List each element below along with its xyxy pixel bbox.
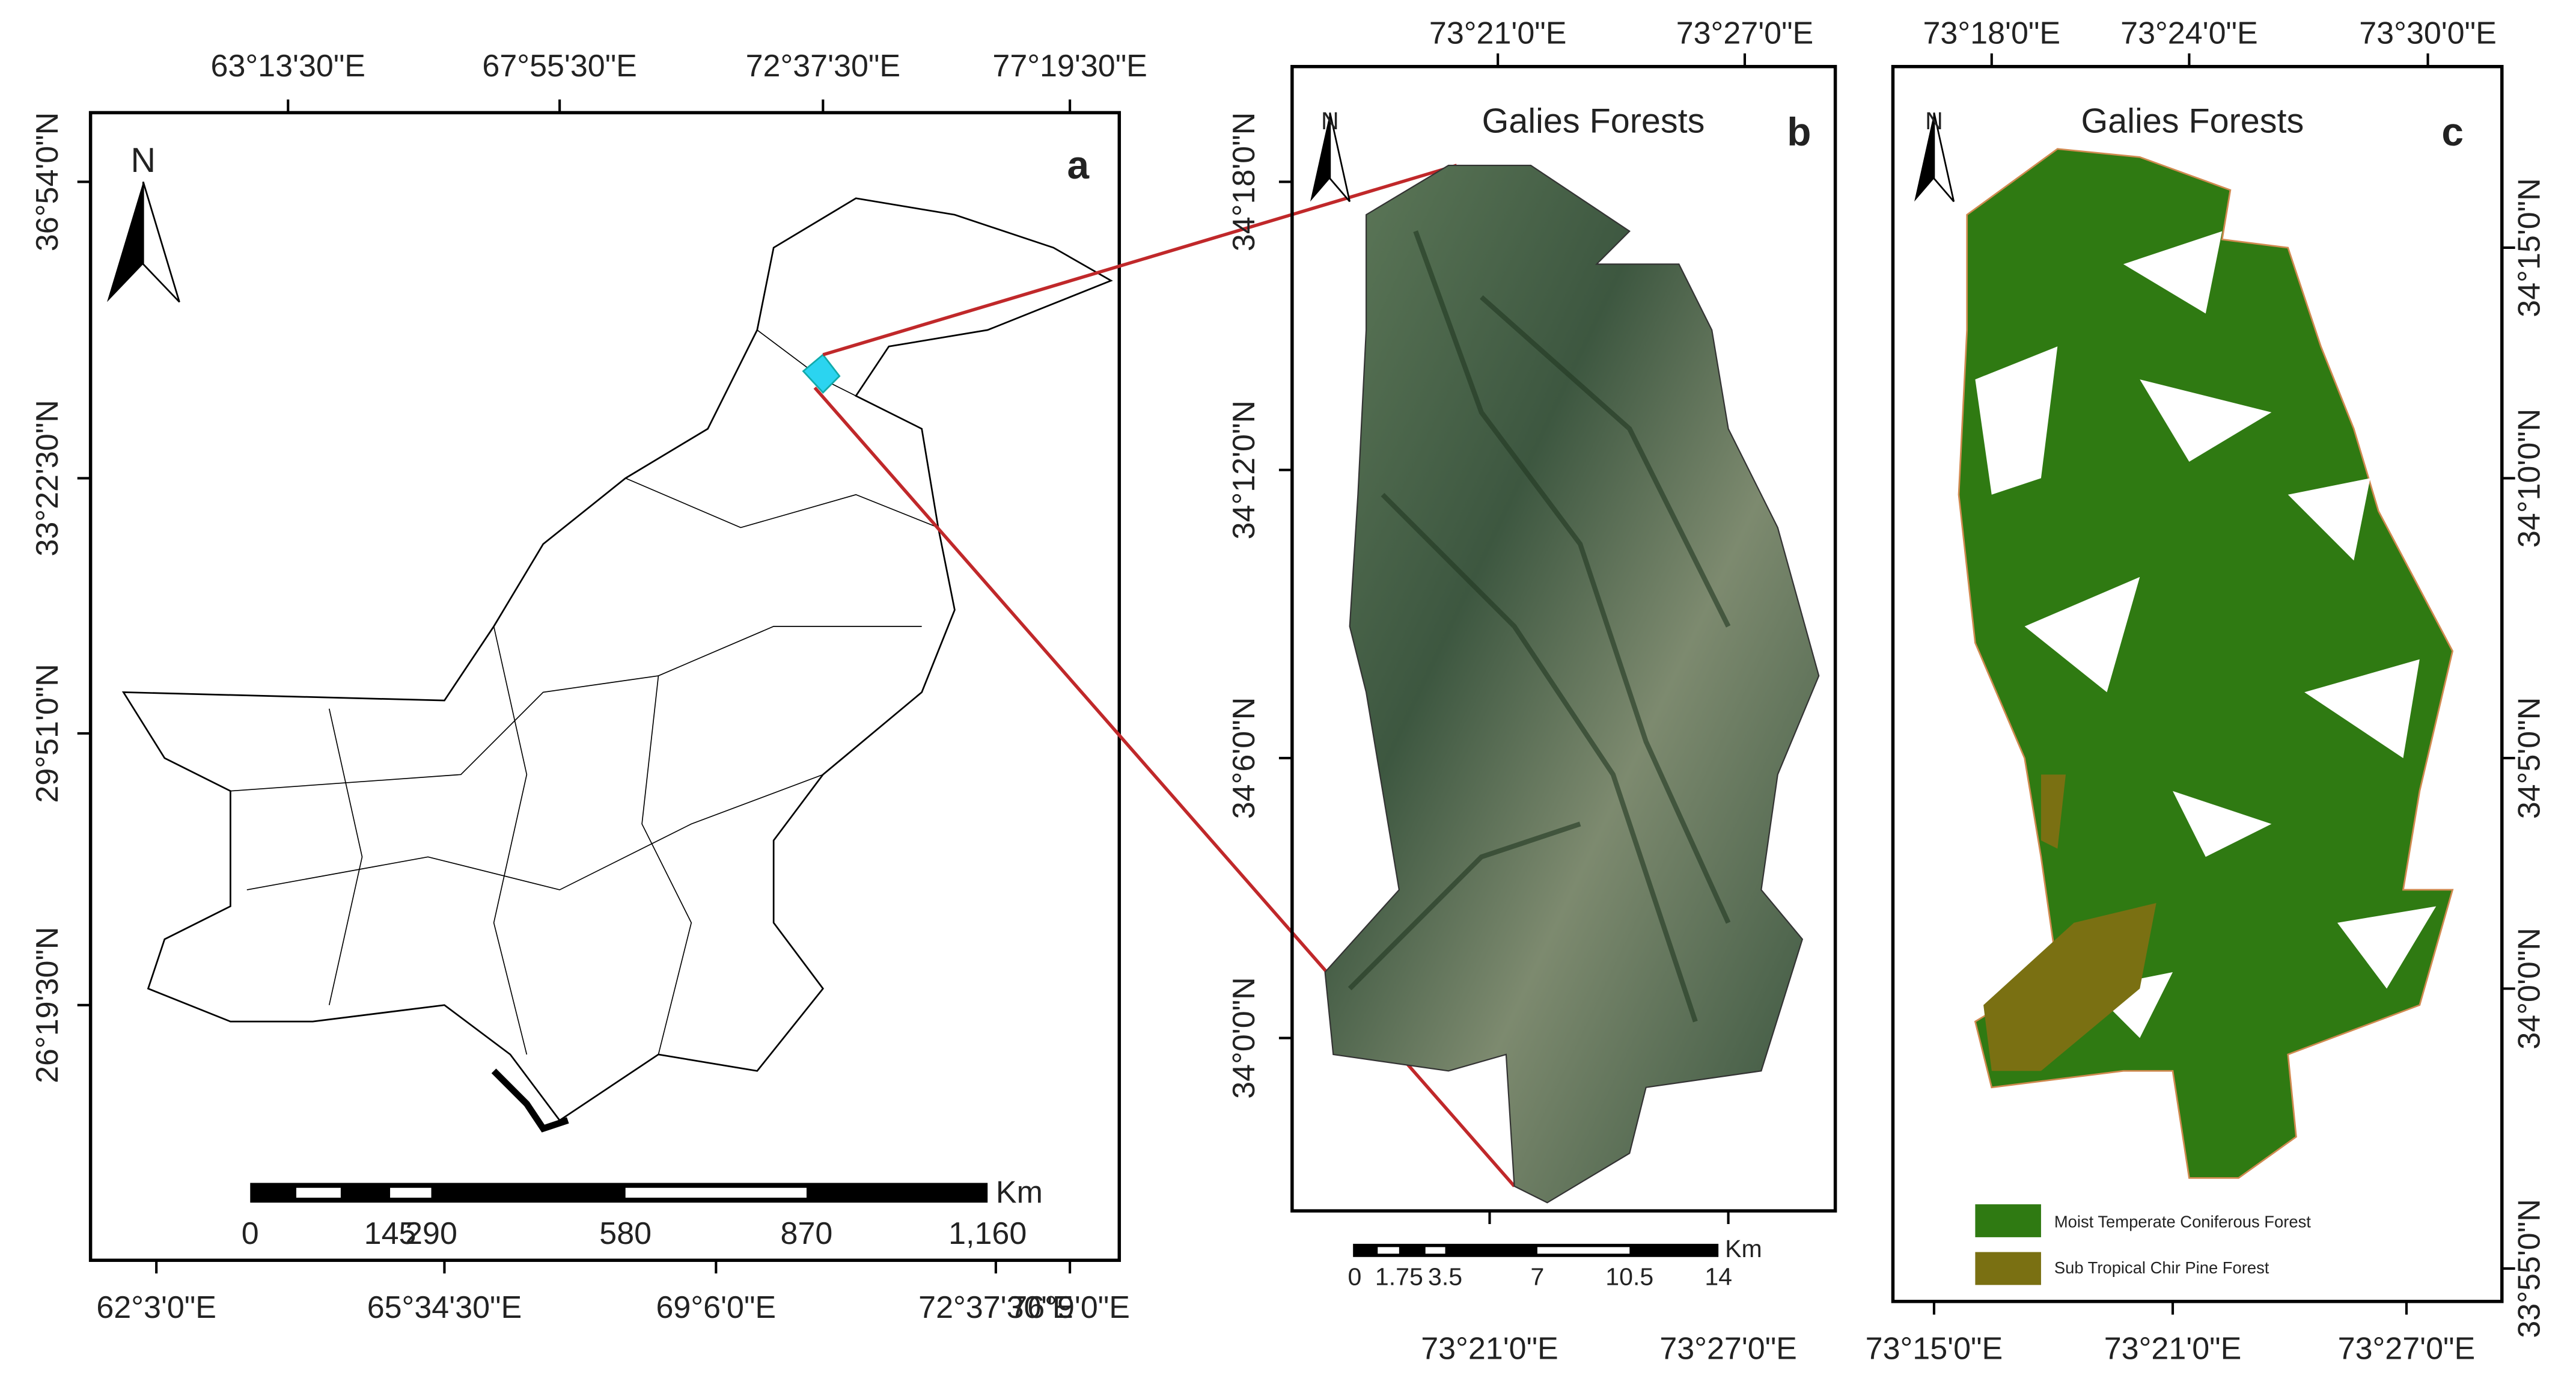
coord-label: 34°15'0"N — [2512, 178, 2547, 317]
scale-unit: Km — [996, 1175, 1043, 1210]
coord-label: 73°15'0"E — [1866, 1332, 2003, 1367]
non-forest-patches — [1975, 231, 2437, 1038]
scale-label: 290 — [405, 1216, 457, 1251]
legend-label: Sub Tropical Chir Pine Forest — [2054, 1258, 2269, 1277]
coord-label: 73°27'0"E — [1676, 16, 1814, 51]
chir-pine-patch — [1983, 902, 2156, 1071]
coord-label: 67°55'30"E — [482, 49, 636, 84]
scale-bar — [1425, 1247, 1445, 1254]
scale-label: 870 — [781, 1216, 833, 1251]
scale-bar — [390, 1187, 432, 1198]
coord-label: 72°37'30"E — [746, 49, 900, 84]
coord-label: 69°6'0"E — [656, 1290, 777, 1325]
scale-label: 1.75 — [1375, 1263, 1423, 1290]
coord-label: 73°27'0"E — [2338, 1332, 2476, 1367]
scale-label: 0 — [1348, 1263, 1361, 1290]
scale-unit: Km — [1725, 1235, 1762, 1263]
coord-label: 73°30'0"E — [2359, 16, 2497, 51]
coord-label: 76°9'0"E — [1010, 1290, 1130, 1325]
coord-label: 34°0'0"N — [1227, 977, 1262, 1098]
delta — [491, 1068, 569, 1133]
panel-label: b — [1787, 110, 1811, 154]
coord-label: 33°55'0"N — [2512, 1199, 2547, 1338]
coord-label: 36°54'0"N — [30, 112, 65, 251]
scale-label: 7 — [1530, 1263, 1544, 1290]
coord-label: 72°37'30"E — [918, 1290, 1073, 1325]
coord-label: 33°22'30"N — [30, 400, 65, 556]
scale-label: 1,160 — [948, 1216, 1027, 1251]
scale-bar — [1378, 1247, 1399, 1254]
north-arrow — [1933, 112, 1955, 203]
coord-label: 29°51'0"N — [30, 664, 65, 803]
scale-bar — [625, 1187, 807, 1198]
coord-label: 34°12'0"N — [1227, 400, 1262, 539]
north-label: N — [1321, 107, 1339, 135]
scale-bar — [296, 1187, 341, 1198]
north-arrow — [1329, 112, 1351, 203]
legend-label: Moist Temperate Coniferous Forest — [2054, 1212, 2311, 1231]
coord-label: 34°5'0"N — [2512, 697, 2547, 819]
coord-label: 34°0'0"N — [2512, 928, 2547, 1049]
panel-label: a — [1067, 143, 1090, 187]
coord-label: 34°10'0"N — [2512, 409, 2547, 548]
country-outline — [121, 197, 1113, 1122]
coord-label: 73°24'0"E — [2120, 16, 2258, 51]
connector-line — [822, 164, 1457, 357]
scale-label: 0 — [242, 1216, 259, 1251]
coord-label: 73°27'0"E — [1659, 1332, 1797, 1367]
district-boundaries — [230, 329, 939, 1055]
coord-label: 65°34'30"E — [367, 1290, 522, 1325]
panel-label: c — [2441, 110, 2464, 154]
legend-swatch — [1975, 1204, 2041, 1237]
coord-label: 77°19'30"E — [992, 49, 1147, 84]
frame-a — [88, 111, 1122, 1262]
coord-label: 26°19'30"N — [30, 927, 65, 1083]
north-label: N — [130, 141, 156, 180]
frame-b — [1290, 64, 1837, 1213]
scale-bar — [1353, 1243, 1719, 1257]
coord-label: 62°3'0"E — [96, 1290, 216, 1325]
scale-bar — [250, 1183, 988, 1203]
north-arrow — [107, 182, 144, 302]
chir-pine-patch — [2040, 774, 2066, 849]
scale-label: 580 — [599, 1216, 652, 1251]
north-arrow — [142, 182, 180, 303]
panel-title: Galies Forests — [1482, 102, 1705, 140]
coord-label: 73°18'0"E — [1923, 16, 2061, 51]
scale-label: 10.5 — [1605, 1263, 1653, 1290]
coord-label: 63°13'30"E — [211, 49, 365, 84]
scale-label: 145 — [364, 1216, 417, 1251]
coord-label: 73°21'0"E — [1429, 16, 1567, 51]
panel-title: Galies Forests — [2081, 102, 2304, 140]
coord-label: 34°6'0"N — [1227, 697, 1262, 819]
study-area-marker — [802, 354, 841, 394]
ridges — [1348, 230, 1731, 1023]
scale-label: 3.5 — [1428, 1263, 1462, 1290]
satellite-image — [1324, 164, 1820, 1204]
scale-label: 14 — [1705, 1263, 1732, 1290]
north-label: N — [1925, 107, 1943, 135]
scale-bar — [1537, 1247, 1630, 1254]
coord-label: 73°21'0"E — [2104, 1332, 2242, 1367]
legend-swatch — [1975, 1252, 2041, 1285]
frame-c — [1891, 64, 2504, 1303]
coord-label: 73°21'0"E — [1421, 1332, 1558, 1367]
coord-label: 34°18'0"N — [1227, 112, 1262, 251]
forest-boundary — [1958, 148, 2454, 1179]
